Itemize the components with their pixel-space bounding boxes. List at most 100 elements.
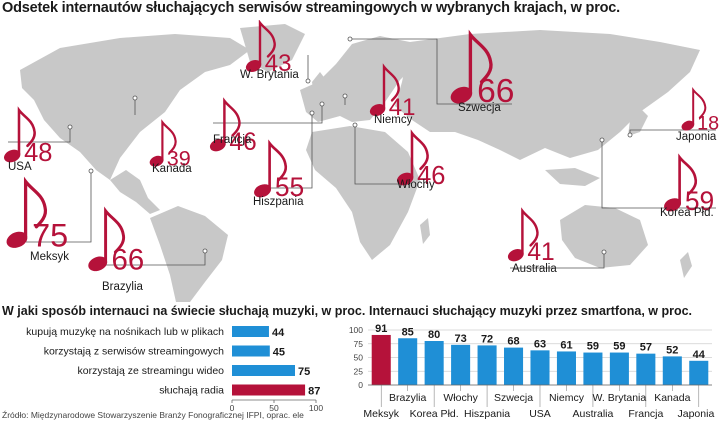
- country-label-brazylia: Brazylia: [102, 281, 144, 293]
- country-label-francja: Francja: [213, 134, 252, 146]
- vbar-value-label: 73: [454, 333, 466, 345]
- leader-szwecja: [350, 38, 512, 105]
- note-stem: [692, 86, 707, 125]
- land-madagascar: [420, 218, 430, 244]
- vbar-bar: [451, 344, 471, 385]
- leader-hiszpania: [256, 113, 313, 189]
- leader-francja: [213, 104, 323, 124]
- vbar-category-label: Szwecja: [494, 392, 533, 404]
- vbar-category-label: Kanada: [654, 392, 690, 404]
- land-indonesia: [545, 168, 600, 186]
- world-map: 48 39 75 66 43 46 55 41 46 66 18 59 41 USA Kanada Meks…: [4, 20, 719, 302]
- note-usa: 48: [4, 106, 52, 167]
- note-szwecja: 66: [450, 29, 514, 110]
- hbar-bar: [232, 384, 306, 396]
- vbar-value-label: 57: [640, 342, 652, 354]
- hbar-value-label: 75: [298, 366, 310, 378]
- country-label-hiszpania: Hiszpania: [253, 196, 304, 208]
- leader-wlochy: [354, 125, 400, 185]
- note-value-wlochy: 46: [417, 162, 445, 190]
- note-stem: [468, 29, 493, 94]
- note-stem: [521, 207, 539, 254]
- vbar-bar: [477, 345, 497, 385]
- note-value-francja: 46: [229, 129, 256, 156]
- note-head: [209, 139, 226, 152]
- note-value-brazylia: 66: [111, 244, 144, 277]
- note-value-meksyk: 75: [32, 217, 68, 253]
- streaming-method-chart: kupują muzykę na nośnikach lub w plikach…: [26, 326, 323, 412]
- note-head: [245, 60, 262, 72]
- note-head: [507, 249, 524, 262]
- note-value-niemcy: 41: [389, 94, 416, 121]
- vbar-bar: [636, 353, 656, 385]
- country-label-kanada: Kanada: [152, 163, 192, 175]
- location-dots: [67, 36, 633, 255]
- note-stem: [23, 176, 48, 239]
- dot-australia: [601, 249, 607, 255]
- hbar-title: W jaki sposób internauci na świecie słuc…: [2, 304, 366, 318]
- land-europe: [300, 36, 420, 122]
- vbar-y-tick-label: 25: [354, 366, 364, 376]
- note-value-usa: 48: [24, 139, 52, 167]
- land-australia: [560, 205, 648, 268]
- hbar-x-tick-label: 0: [230, 403, 235, 412]
- vbar-category-label: Japonia: [678, 408, 715, 420]
- vbar-value-label: 85: [402, 326, 414, 338]
- note-korea-pld: 59: [664, 153, 714, 216]
- hbar-category-label: kupują muzykę na nośnikach lub w plikach: [26, 326, 224, 338]
- land-africa: [306, 126, 420, 260]
- note-head: [4, 149, 21, 163]
- country-label-wlochy: Włochy: [397, 179, 435, 191]
- hbar-x-tick-label: 100: [309, 403, 323, 412]
- country-label-meksyk: Meksyk: [30, 251, 69, 263]
- note-head: [397, 172, 414, 186]
- note-stem: [104, 206, 126, 263]
- leader-australia: [510, 252, 605, 269]
- country-label-japonia: Japonia: [676, 131, 717, 143]
- vbar-title: Internauci słuchający muzyki przez smart…: [369, 304, 693, 318]
- note-meksyk: 75: [6, 176, 68, 253]
- vbar-value-label: 68: [507, 336, 519, 348]
- note-stem: [382, 63, 400, 109]
- note-stem: [223, 97, 241, 144]
- vbar-category-label: Francja: [628, 408, 663, 420]
- page-title: Odsetek internautów słuchających serwisó…: [2, 0, 620, 16]
- vbar-category-label: Korea Płd.: [410, 408, 459, 420]
- country-label-szwecja: Szwecja: [458, 102, 501, 114]
- note-head: [254, 184, 272, 198]
- dot-japonia: [627, 132, 633, 138]
- vbar-category-label: Brazylia: [389, 392, 427, 404]
- note-value-australia: 41: [527, 239, 554, 266]
- leader-brazylia: [96, 251, 206, 266]
- vbar-bar: [530, 350, 550, 385]
- vbar-category-label: Niemcy: [549, 392, 585, 404]
- note-head: [6, 231, 28, 248]
- hbar-value-label: 44: [272, 327, 285, 339]
- note-japonia: 18: [681, 86, 719, 135]
- vbar-value-label: 59: [613, 341, 625, 353]
- note-niemcy: 41: [369, 63, 416, 121]
- note-brazylia: 66: [88, 206, 144, 277]
- vbar-y-tick-label: 100: [349, 325, 363, 335]
- vbar-bar: [583, 352, 603, 385]
- vbar-bar: [424, 341, 444, 385]
- hbar-category-label: słuchają radia: [159, 385, 224, 397]
- dot-korea: [599, 137, 605, 143]
- dot-szwecja: [347, 36, 353, 42]
- hbar-bar: [232, 345, 270, 357]
- note-kanada: 39: [149, 119, 191, 171]
- note-value-w-brytania: 43: [265, 50, 292, 77]
- vbar-bar: [689, 360, 709, 385]
- vbar-y-tick-label: 50: [354, 353, 364, 363]
- vbar-bar: [662, 356, 682, 385]
- vbar-value-label: 44: [693, 349, 706, 361]
- dot-usa: [67, 124, 73, 130]
- land-greenland: [240, 24, 305, 72]
- note-value-kanada: 39: [167, 146, 191, 171]
- dot-wlochy: [352, 122, 358, 128]
- note-stem: [258, 20, 276, 65]
- smartphone-chart: 0 25 50 75 100 91 Meksyk 85 Brazylia 80 Korea Płd.…: [349, 323, 715, 420]
- source-note: Źródło: Międzynarodowe Stowarzyszenie Br…: [2, 410, 304, 420]
- note-wlochy: 46: [397, 129, 445, 190]
- land-south-america: [150, 206, 228, 302]
